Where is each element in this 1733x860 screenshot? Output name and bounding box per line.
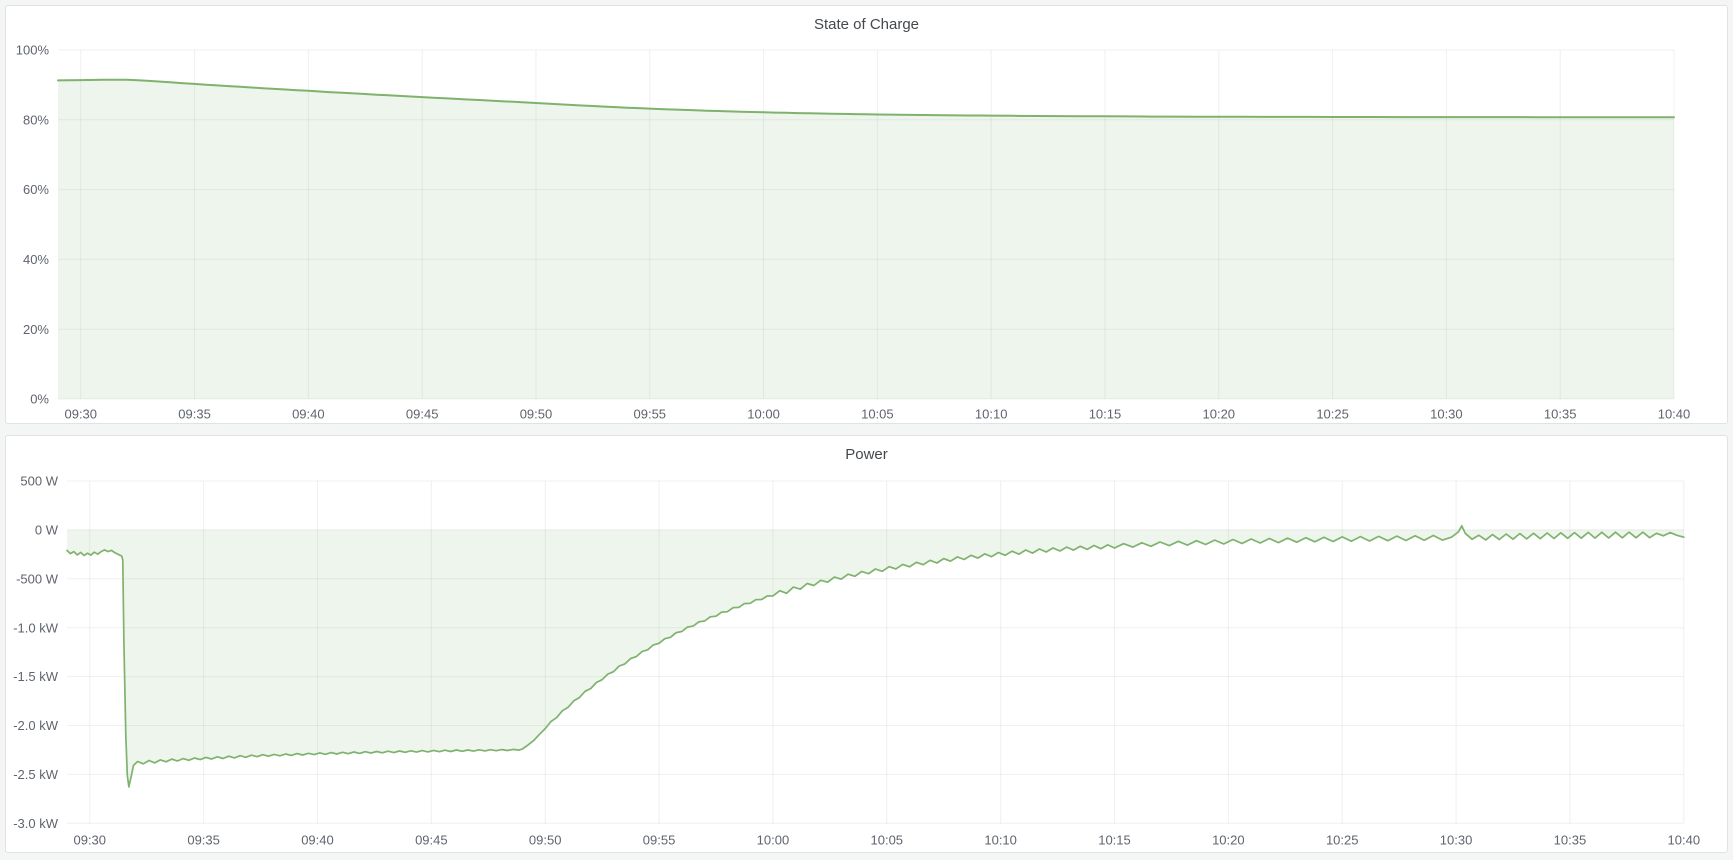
series-area-fill [58, 79, 1674, 399]
y-tick-label: 500 W [20, 474, 58, 489]
x-tick-label: 10:25 [1316, 407, 1349, 422]
x-tick-label: 10:35 [1554, 833, 1587, 848]
x-tick-label: 10:10 [975, 407, 1008, 422]
y-tick-label: 100% [16, 43, 50, 58]
y-tick-label: -1.5 kW [13, 669, 59, 684]
x-tick-label: 10:15 [1089, 407, 1122, 422]
x-axis: 09:30 09:35 09:40 09:45 09:50 09:55 10:00 10:05… [64, 407, 1690, 422]
x-tick-label: 10:15 [1098, 833, 1131, 848]
y-tick-label: 20% [23, 322, 49, 337]
y-tick-label: -3.0 kW [13, 816, 59, 831]
y-tick-label: 0% [30, 392, 49, 407]
series-area-fill [67, 525, 1684, 787]
x-tick-label: 09:50 [520, 407, 553, 422]
y-tick-label: 40% [23, 252, 49, 267]
y-tick-label: 80% [23, 112, 49, 127]
x-tick-label: 09:30 [73, 833, 106, 848]
x-tick-label: 09:55 [643, 833, 676, 848]
x-tick-label: 09:40 [292, 407, 325, 422]
x-tick-label: 10:10 [984, 833, 1017, 848]
panel-power: Power 500 W 0 W -500 W -1.0 kW -1.5 kW -2.0 k… [5, 435, 1728, 853]
x-tick-label: 10:00 [757, 833, 790, 848]
series-line [66, 524, 1685, 788]
state-of-charge-chart[interactable]: 0%20%40%60%80%100%09:30 09:35 09:40 09:45 09… [6, 6, 1727, 423]
y-tick-label: 60% [23, 182, 49, 197]
y-tick-label: -500 W [16, 571, 59, 586]
x-tick-label: 10:05 [871, 833, 904, 848]
x-tick-label: 10:30 [1440, 833, 1473, 848]
x-tick-label: 10:00 [747, 407, 780, 422]
y-tick-label: -2.0 kW [13, 718, 59, 733]
x-tick-label: 09:55 [634, 407, 667, 422]
x-tick-label: 09:45 [415, 833, 448, 848]
x-tick-label: 10:35 [1544, 407, 1577, 422]
x-tick-label: 09:40 [301, 833, 334, 848]
x-tick-label: 09:50 [529, 833, 562, 848]
x-tick-label: 09:30 [64, 407, 97, 422]
y-tick-label: -2.5 kW [13, 767, 59, 782]
panel-state-of-charge: State of Charge 0% 20% 40% 60% 80% 100% 09:30 0… [5, 5, 1728, 424]
y-axis: 500 W 0 W -500 W -1.0 kW -1.5 kW -2.0 kW -2.5 … [13, 474, 59, 831]
y-tick-label: -1.0 kW [13, 620, 59, 635]
power-chart[interactable]: 500 W 0 W -500 W -1.0 kW -1.5 kW -2.0 kW -2.5 … [6, 436, 1727, 852]
series-line [57, 78, 1675, 119]
y-axis: 0% 20% 40% 60% 80% 100% [16, 43, 50, 407]
x-tick-label: 10:30 [1430, 407, 1463, 422]
panel-title-power[interactable]: Power [845, 446, 888, 463]
y-tick-label: 0 W [35, 522, 59, 537]
x-tick-label: 10:25 [1326, 833, 1359, 848]
x-tick-label: 10:20 [1203, 407, 1236, 422]
gridlines [67, 480, 1685, 824]
x-tick-label: 09:45 [406, 407, 439, 422]
x-tick-label: 09:35 [178, 407, 211, 422]
x-tick-label: 10:40 [1658, 407, 1691, 422]
x-tick-label: 10:05 [861, 407, 894, 422]
x-tick-label: 10:40 [1668, 833, 1701, 848]
panel-title-state-of-charge[interactable]: State of Charge [813, 16, 920, 33]
x-tick-label: 10:20 [1212, 833, 1245, 848]
x-axis: 09:30 09:35 09:40 09:45 09:50 09:55 10:00 10:05… [73, 833, 1700, 848]
x-tick-label: 09:35 [187, 833, 220, 848]
